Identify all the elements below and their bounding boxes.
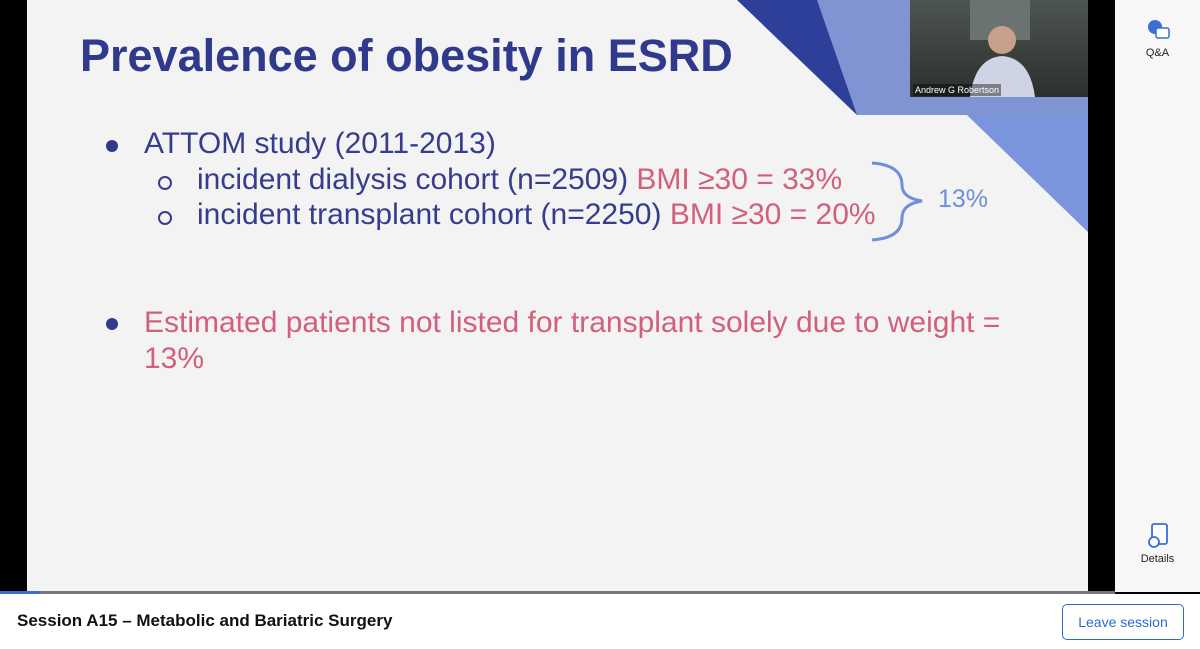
highlight: BMI ≥30 = 20% [669, 198, 876, 231]
sidebar-label: Details [1140, 553, 1175, 565]
details-button[interactable]: Details [1115, 522, 1200, 565]
session-title: Session A15 – Metabolic and Bariatric Su… [17, 611, 393, 630]
sub-text: incident dialysis cohort (n=2509) [197, 163, 629, 196]
bullet [106, 140, 118, 152]
progress-bar [0, 591, 1115, 594]
slide-title: Prevalence of obesity in ESRD [80, 30, 733, 81]
brace-label: 13% [938, 185, 989, 213]
bullet [106, 318, 118, 330]
participant-name: Andrew G Robertson [913, 84, 1002, 96]
bullet-text: ATTOM study (2011-2013) [144, 127, 496, 160]
details-icon [1147, 523, 1168, 548]
bullet-text: Estimated patients not listed for transp… [144, 306, 1001, 375]
slide: Prevalence of obesity in ESRD ATTOM stud… [27, 0, 1088, 592]
sub-text: incident transplant cohort (n=2250) [197, 198, 662, 231]
sidebar: Q&A Details [1115, 0, 1200, 592]
sidebar-label: Q&A [1145, 47, 1170, 59]
sub-bullet [158, 176, 172, 190]
sub-bullet-text: incident transplant cohort (n=2250) BMI … [197, 198, 876, 232]
highlight: BMI ≥30 = 33% [636, 163, 843, 196]
qa-button[interactable]: Q&A [1115, 18, 1200, 59]
sub-bullet [158, 211, 172, 225]
footer: Session A15 – Metabolic and Bariatric Su… [0, 594, 1200, 649]
video-tile: Andrew G Robertson [910, 0, 1088, 97]
video-image [970, 0, 1035, 97]
sub-bullet-text: incident dialysis cohort (n=2509) BMI ≥3… [197, 163, 842, 197]
qa-icon [1147, 20, 1170, 39]
leave-button[interactable]: Leave session [1062, 604, 1184, 640]
progress-fill [0, 591, 40, 594]
